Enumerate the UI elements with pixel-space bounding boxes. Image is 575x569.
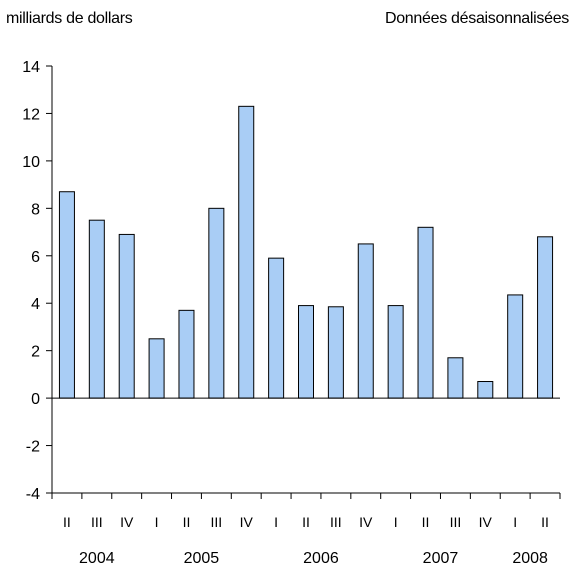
bar-4 (178, 309, 195, 399)
quarter-label-1: III (91, 514, 103, 530)
y-tick-label-8: 12 (22, 106, 40, 123)
bars-group (58, 105, 554, 399)
bar-11 (387, 305, 404, 399)
bar-5 (208, 207, 225, 399)
quarter-label-6: IV (240, 514, 254, 530)
quarter-label-7: I (274, 514, 278, 530)
year-label-3: 2007 (423, 550, 459, 567)
quarter-label-13: III (450, 514, 462, 530)
year-label-1: 2005 (184, 550, 220, 567)
bar-13 (447, 357, 464, 399)
quarter-label-0: II (63, 514, 71, 530)
y-tick-label-5: 6 (31, 249, 40, 266)
bar-12 (417, 226, 434, 399)
y-tick-label-9: 14 (22, 59, 40, 76)
quarter-label-4: II (183, 514, 191, 530)
y-tick-label-7: 10 (22, 154, 40, 171)
y-axis-unit-label: milliards de dollars (6, 10, 133, 27)
bar-1 (88, 219, 105, 399)
bar-10 (357, 243, 374, 399)
y-tick-label-4: 4 (31, 296, 40, 313)
bar-7 (268, 257, 285, 399)
bar-9 (327, 306, 344, 399)
quarter-label-10: IV (359, 514, 373, 530)
quarter-label-3: I (155, 514, 159, 530)
bar-0 (58, 191, 75, 399)
bar-2 (118, 233, 135, 399)
bar-6 (238, 105, 255, 399)
quarter-label-11: I (394, 514, 398, 530)
y-tick-label-0: -4 (26, 486, 40, 503)
bar-14 (477, 381, 494, 399)
quarter-label-2: IV (120, 514, 134, 530)
bar-3 (148, 338, 165, 399)
quarter-label-14: IV (479, 514, 493, 530)
quarter-label-16: II (541, 514, 549, 530)
quarter-label-8: II (302, 514, 310, 530)
quarter-label-12: II (422, 514, 430, 530)
bar-15 (507, 294, 524, 399)
axes-group (46, 65, 561, 499)
y-tick-label-1: -2 (26, 439, 40, 456)
quarter-label-15: I (513, 514, 517, 530)
bar-8 (298, 305, 314, 399)
bar-16 (537, 236, 554, 399)
year-label-2: 2006 (303, 550, 339, 567)
quarter-label-5: III (211, 514, 223, 530)
y-tick-label-3: 2 (31, 344, 40, 361)
y-tick-label-6: 8 (31, 201, 40, 218)
quarter-label-9: III (330, 514, 342, 530)
y-tick-label-2: 0 (31, 391, 40, 408)
year-label-0: 2004 (79, 550, 115, 567)
seasonal-adjustment-note: Données désaisonnalisées (384, 10, 569, 27)
year-label-4: 2008 (512, 550, 548, 567)
